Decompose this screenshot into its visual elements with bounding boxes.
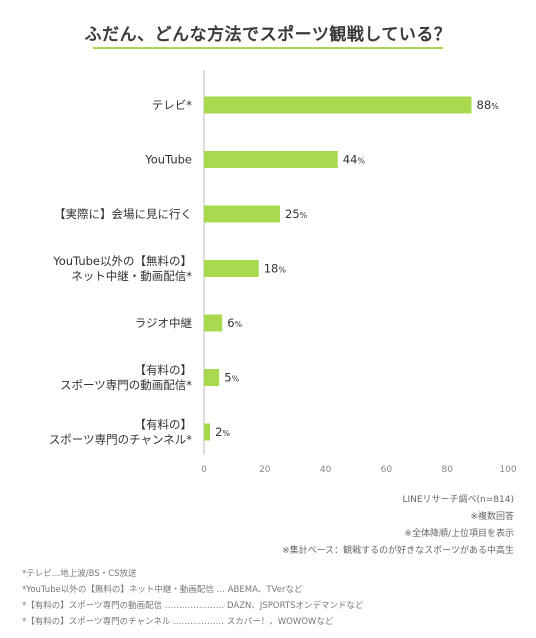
category-label: テレビ* [152, 98, 192, 112]
data-label: 88% [477, 98, 500, 112]
bar [204, 151, 338, 168]
data-label: 25% [285, 207, 308, 221]
data-label: 6% [227, 316, 242, 330]
title-underline [93, 47, 443, 49]
bar [204, 205, 280, 223]
footnotes: *テレビ…地上波/BS・CS放送 *YouTube以外の【無料の】ネット中継・動… [22, 566, 363, 630]
page-title: ふだん、どんな方法でスポーツ観戦している？ [84, 25, 452, 45]
bar [204, 314, 223, 332]
category-label: ラジオ中継 [135, 316, 193, 330]
multiple-answer-note: ※複数回答 [470, 512, 514, 522]
x-tick-label: 0 [201, 465, 207, 475]
x-tick-label: 60 [381, 465, 393, 475]
data-label: 44% [343, 153, 366, 167]
base-note: ※集計ベース：観戦するのが好きなスポーツがある中高生 [282, 546, 514, 556]
bar-chart: 88% テレビ* 44% YouTube 25% 【実際に】会場に見に行く 18% YouTu… [49, 70, 517, 475]
x-tick-label: 80 [441, 465, 453, 475]
data-label: 2% [215, 425, 230, 439]
data-label: 18% [264, 262, 287, 276]
category-label: YouTube以外の【無料の】 [52, 254, 192, 268]
source-notes: LINEリサーチ調べ(n=814) ※複数回答 ※全体降順/上位項目を表示 ※集… [282, 492, 514, 560]
bar [204, 260, 259, 277]
data-label: 5% [224, 371, 239, 385]
category-label: 【実際に】会場に見に行く [54, 207, 192, 221]
footnote: *テレビ…地上波/BS・CS放送 [22, 569, 137, 579]
category-label: 【有料の】 [135, 363, 193, 377]
order-note: ※全体降順/上位項目を表示 [404, 529, 514, 539]
x-tick-label: 40 [320, 465, 332, 475]
footnote: *【有料の】スポーツ専門のチャンネル ……………… スカパー！、WOWOWなど [22, 617, 334, 627]
bar [204, 423, 211, 441]
category-label: YouTube [144, 153, 192, 167]
category-label: ネット中継・動画配信* [71, 269, 192, 283]
category-label: スポーツ専門のチャンネル* [49, 433, 192, 447]
category-label: 【有料の】 [135, 418, 193, 432]
x-tick-label: 20 [259, 465, 271, 475]
footnote: *YouTube以外の【無料の】ネット中継・動画配信 … ABEMA、TVerな… [22, 585, 303, 595]
x-tick-label: 100 [499, 465, 516, 475]
bar [204, 96, 472, 114]
bar [204, 369, 220, 386]
footnote: *【有料の】スポーツ専門の動画配信 ………………… DAZN、JSPORTSオン… [22, 601, 364, 611]
source-note: LINEリサーチ調べ(n=814) [402, 495, 514, 505]
category-label: スポーツ専門の動画配信* [60, 378, 192, 392]
